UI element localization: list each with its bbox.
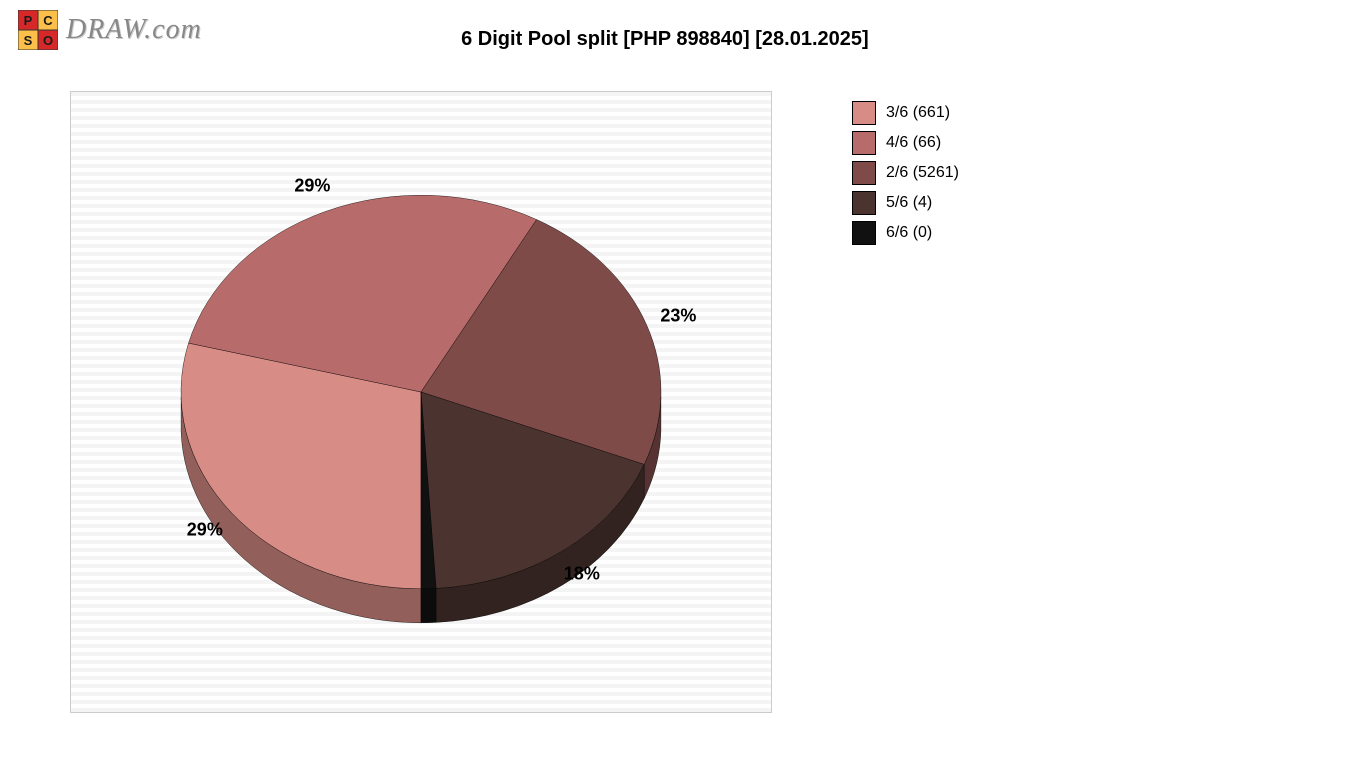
pie-chart: 29% 29% 23% 18% [71, 92, 771, 712]
svg-text:C: C [43, 13, 53, 28]
legend-swatch-icon [852, 221, 876, 245]
chart-title: 6 Digit Pool split [PHP 898840] [28.01.2… [202, 28, 1348, 51]
slice-label: 18% [564, 563, 600, 584]
svg-text:S: S [24, 33, 33, 48]
logo: PCSO DRAW.com [18, 10, 202, 50]
svg-text:O: O [43, 33, 53, 48]
slice-label: 29% [187, 519, 223, 540]
chart-panel: 29% 29% 23% 18% [70, 91, 772, 713]
legend-item: 2/6 (5261) [852, 161, 959, 185]
legend-item: 6/6 (0) [852, 221, 959, 245]
logo-badge-icon: PCSO [18, 10, 58, 50]
legend-item: 4/6 (66) [852, 131, 959, 155]
legend-label: 5/6 (4) [886, 194, 932, 212]
slice-label: 23% [660, 306, 696, 327]
svg-text:P: P [24, 13, 33, 28]
legend: 3/6 (661) 4/6 (66) 2/6 (5261) 5/6 (4) 6/6 (0… [852, 95, 959, 251]
legend-swatch-icon [852, 101, 876, 125]
logo-text: DRAW.com [66, 14, 202, 46]
legend-item: 5/6 (4) [852, 191, 959, 215]
legend-swatch-icon [852, 131, 876, 155]
legend-label: 6/6 (0) [886, 224, 932, 242]
pie-top [181, 195, 661, 589]
legend-label: 4/6 (66) [886, 134, 941, 152]
legend-swatch-icon [852, 161, 876, 185]
legend-label: 2/6 (5261) [886, 164, 959, 182]
slice-label: 29% [294, 176, 330, 197]
legend-swatch-icon [852, 191, 876, 215]
legend-item: 3/6 (661) [852, 101, 959, 125]
legend-label: 3/6 (661) [886, 104, 950, 122]
